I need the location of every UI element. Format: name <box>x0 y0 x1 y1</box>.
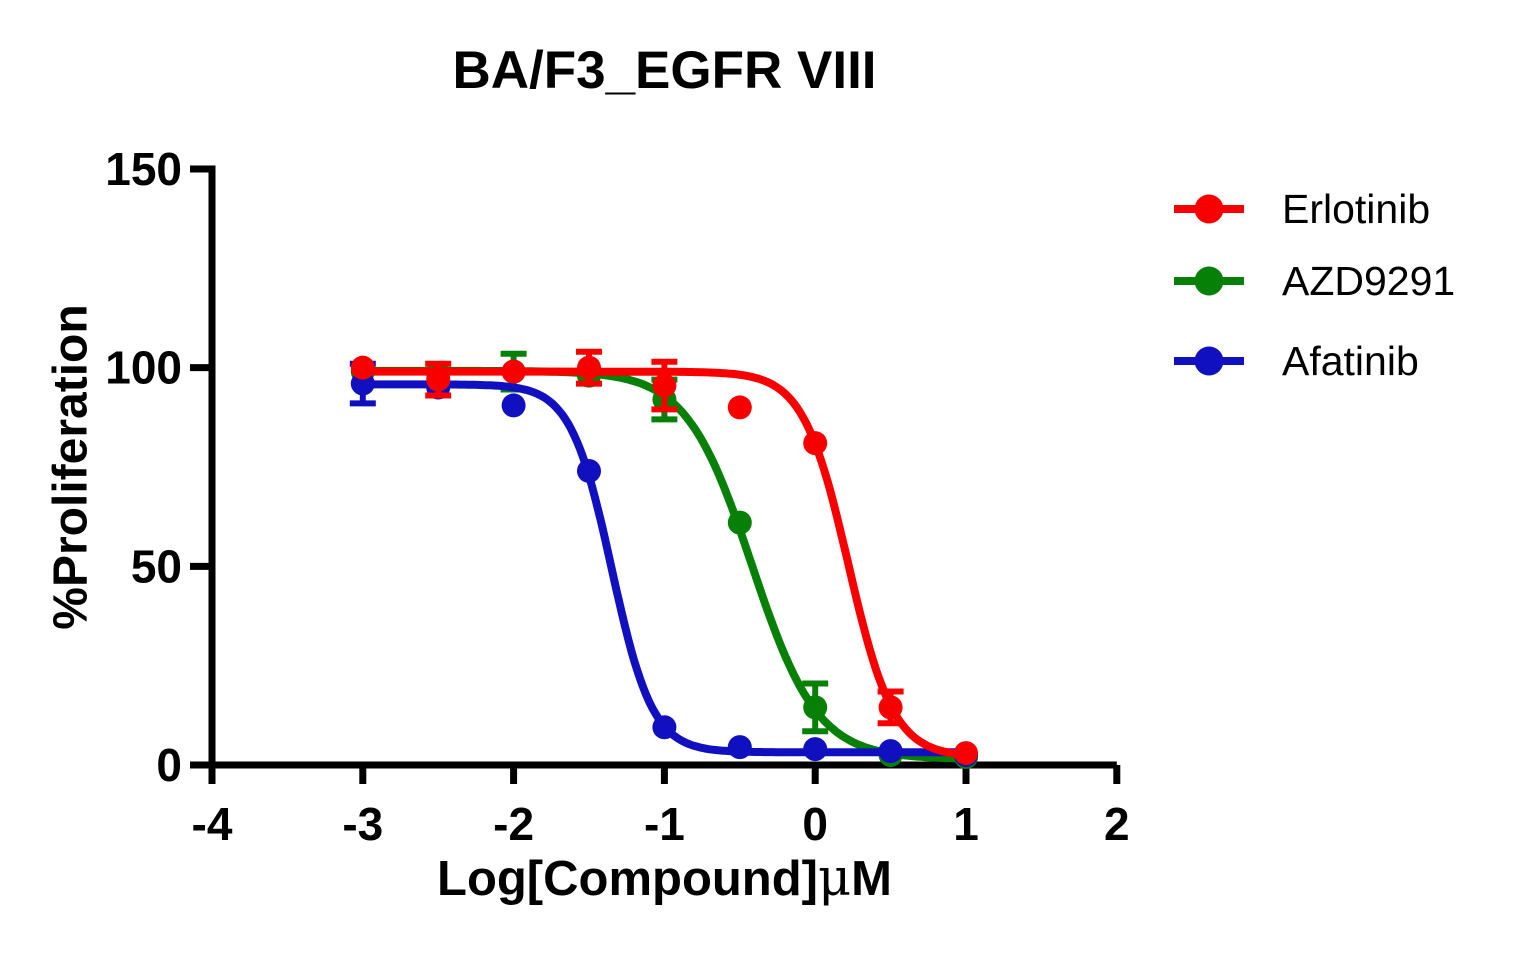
chart-title: BA/F3_EGFR VIII <box>452 41 877 100</box>
data-point-afatinib <box>577 458 601 483</box>
data-point-afatinib <box>878 739 903 764</box>
fit-curve-azd9291 <box>358 366 970 763</box>
legend-marker-azd9291 <box>1174 266 1244 296</box>
data-point-erlotinib <box>501 359 526 384</box>
legend-item-azd9291: AZD9291 <box>1172 252 1455 310</box>
data-point-erlotinib <box>727 395 752 420</box>
x-tick-label: -1 <box>644 798 685 850</box>
legend-marker-erlotinib <box>1174 194 1244 224</box>
mu-symbol: μ <box>818 849 852 908</box>
data-point-afatinib <box>803 737 828 762</box>
x-tick-label: -3 <box>342 798 383 850</box>
y-tick-label: 100 <box>105 342 182 394</box>
fit-curve-afatinib <box>358 380 970 757</box>
data-point-erlotinib <box>350 355 375 380</box>
axes <box>208 165 1117 769</box>
x-tick-label: 1 <box>953 798 979 850</box>
data-point-afatinib <box>652 715 677 740</box>
y-tick-label: 150 <box>105 143 182 195</box>
legend-label-afatinib: Afatinib <box>1282 337 1419 384</box>
data-point-erlotinib <box>878 695 903 720</box>
legend-marker-afatinib <box>1174 346 1244 376</box>
data-point-erlotinib <box>652 373 677 398</box>
data-point-afatinib <box>727 735 752 760</box>
fit-curve-erlotinib <box>358 367 970 759</box>
data-point-azd9291 <box>727 510 752 535</box>
data-point-afatinib <box>501 393 526 418</box>
x-tick-label: -2 <box>493 798 534 850</box>
legend-item-erlotinib: Erlotinib <box>1172 180 1430 238</box>
legend-label-erlotinib: Erlotinib <box>1282 185 1431 232</box>
data-point-azd9291 <box>803 695 828 720</box>
y-axis-label: %Proliferation <box>44 304 98 630</box>
x-tick-label: 2 <box>1104 798 1130 850</box>
data-point-erlotinib <box>577 355 601 380</box>
legend-label-azd9291: AZD9291 <box>1282 257 1456 304</box>
x-axis-label-text: Log[Compound] <box>437 852 818 906</box>
data-point-erlotinib <box>803 431 828 456</box>
x-axis-label: Log[Compound]μM <box>212 849 1117 908</box>
legend-dot-afatinib <box>1194 346 1224 376</box>
legend-dot-azd9291 <box>1194 266 1224 296</box>
x-tick-label: -4 <box>192 798 233 850</box>
y-tick-label: 0 <box>156 739 182 791</box>
legend-item-afatinib: Afatinib <box>1172 332 1419 390</box>
data-point-erlotinib <box>954 741 978 766</box>
x-axis-label-unit: M <box>851 852 892 906</box>
data-point-erlotinib <box>426 367 451 392</box>
y-tick-label: 50 <box>131 540 182 592</box>
x-tick-label: 0 <box>802 798 828 850</box>
legend-dot-erlotinib <box>1194 194 1224 224</box>
